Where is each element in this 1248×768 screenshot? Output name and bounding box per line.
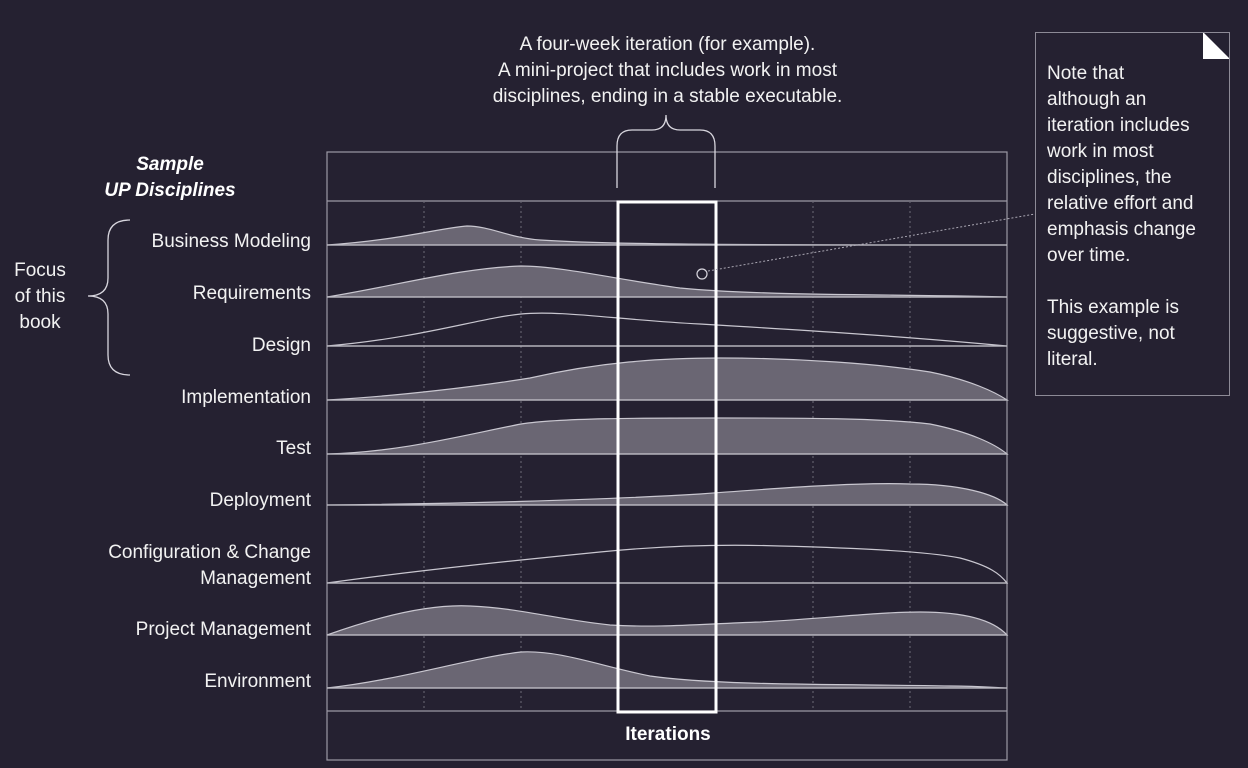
discipline-baselines [327, 244, 1007, 689]
discipline-label-management: Management [200, 568, 311, 589]
focus-line-3: book [19, 312, 61, 333]
curve-deployment [326, 483, 1009, 506]
discipline-label-deployment: Deployment [209, 490, 311, 511]
focus-label: Focus of this book [0, 258, 80, 336]
focus-line-1: Focus [14, 260, 66, 281]
iterations-axis-label: Iterations [625, 724, 711, 745]
curve-test [326, 417, 1009, 455]
note-paragraph-1: Note that although an iteration includes… [1047, 63, 1196, 266]
note-pointer-circle [696, 268, 708, 280]
note-paragraph-2: This example is suggestive, not literal. [1047, 297, 1179, 370]
discipline-label-environment: Environment [204, 671, 311, 692]
discipline-label-design: Design [251, 335, 311, 356]
discipline-label-requirements: Requirements [192, 283, 311, 304]
curve-project-management [326, 605, 1009, 636]
disciplines-heading: Sample UP Disciplines [70, 152, 270, 204]
discipline-label-implementation: Implementation [181, 387, 311, 408]
curve-implementation [326, 357, 1009, 401]
curve-design [326, 312, 1008, 347]
iteration-caption: A four-week iteration (for example). A m… [440, 32, 895, 110]
note-box: Note that although an iteration includes… [1035, 32, 1230, 396]
curve-business-modeling [326, 225, 1008, 246]
note-pointer-line [707, 213, 1036, 272]
curve-environment [326, 651, 1008, 689]
note-folded-corner [1203, 32, 1230, 59]
discipline-label-test: Test [276, 438, 311, 459]
iteration-caption-line-3: disciplines, ending in a stable executab… [492, 86, 843, 107]
curve-requirements [326, 265, 1008, 298]
chart-frame [326, 151, 1008, 761]
discipline-label-project-management: Project Management [135, 619, 311, 640]
heading-line-1: Sample [136, 154, 204, 175]
iteration-brace [616, 114, 716, 188]
iteration-caption-line-2: A mini-project that includes work in mos… [498, 60, 837, 81]
focus-line-2: of this [14, 286, 66, 307]
iteration-highlight-box [616, 200, 718, 714]
focus-brace [87, 219, 131, 376]
note-text: Note that although an iteration includes… [1047, 61, 1225, 373]
discipline-label-business-modeling: Business Modeling [151, 231, 311, 252]
discipline-label-configuration: Configuration & Change [108, 542, 311, 563]
curve-configuration-management [326, 544, 1009, 584]
heading-line-2: UP Disciplines [104, 180, 236, 201]
iteration-caption-line-1: A four-week iteration (for example). [519, 34, 816, 55]
